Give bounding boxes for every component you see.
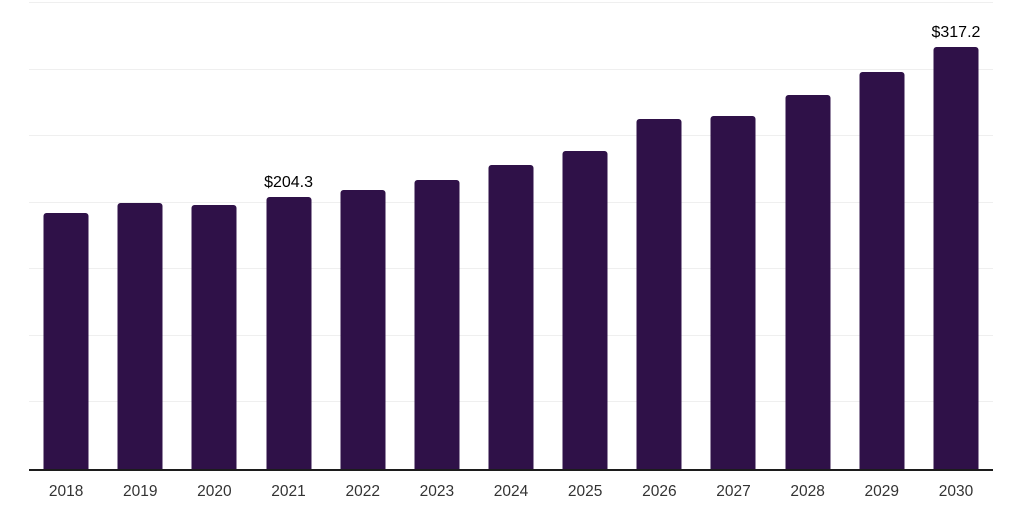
x-tick-2018: 2018 bbox=[48, 483, 84, 500]
x-axis-line bbox=[29, 469, 993, 471]
bar-column-2019 bbox=[103, 3, 177, 469]
bar-2018 bbox=[43, 212, 89, 469]
data-label-2021: $204.3 bbox=[264, 174, 314, 191]
bar-2023 bbox=[414, 179, 460, 469]
bar-column-2026 bbox=[622, 3, 696, 469]
bar-2030 bbox=[933, 46, 979, 469]
bar-2029 bbox=[859, 72, 905, 469]
x-tick-2028: 2028 bbox=[790, 483, 825, 500]
bar-2027 bbox=[710, 115, 756, 469]
bar-column-2022 bbox=[326, 3, 400, 469]
data-label-2030: $317.2 bbox=[931, 23, 981, 41]
bar-2025 bbox=[562, 150, 608, 469]
bar-2021 bbox=[266, 197, 312, 469]
bar-2024 bbox=[488, 165, 534, 469]
x-tick-2026: 2026 bbox=[642, 483, 677, 500]
bar-column-2021: $204.3 bbox=[251, 3, 325, 469]
bar-column-2020 bbox=[177, 3, 251, 469]
x-axis-tick-labels: 2018 2019 2020 2021 2022 2023 2024 2025 2026 2027… bbox=[29, 482, 993, 501]
plot-area: $204.3 $317.2 bbox=[29, 2, 993, 469]
bar-column-2023 bbox=[400, 3, 474, 469]
bar-2026 bbox=[636, 119, 682, 469]
bar-column-2018 bbox=[29, 3, 103, 469]
bar-series: $204.3 $317.2 bbox=[29, 3, 993, 469]
bar-column-2030: $317.2 bbox=[919, 3, 993, 469]
x-tick-2020: 2020 bbox=[197, 483, 232, 500]
x-tick-2024: 2024 bbox=[493, 483, 529, 500]
x-tick-2027: 2027 bbox=[716, 483, 751, 500]
x-tick-2022: 2022 bbox=[345, 483, 380, 500]
bar-2028 bbox=[785, 94, 831, 469]
bar-column-2027 bbox=[696, 3, 770, 469]
gridline-350 bbox=[29, 2, 993, 3]
bar-column-2025 bbox=[548, 3, 622, 469]
bar-column-2024 bbox=[474, 3, 548, 469]
gridline-250 bbox=[29, 135, 993, 137]
bar-column-2028 bbox=[771, 3, 845, 469]
bar-2022 bbox=[340, 190, 386, 469]
x-tick-2025: 2025 bbox=[567, 483, 603, 500]
bar-2019 bbox=[117, 202, 163, 469]
gridline-300 bbox=[29, 68, 993, 70]
x-tick-2021: 2021 bbox=[271, 483, 306, 500]
x-tick-2030: 2030 bbox=[938, 483, 974, 500]
bar-column-2029 bbox=[845, 3, 919, 469]
x-tick-2029: 2029 bbox=[864, 483, 900, 500]
bar-2020 bbox=[191, 204, 237, 469]
x-tick-2019: 2019 bbox=[122, 483, 158, 500]
x-tick-2023: 2023 bbox=[419, 483, 455, 500]
